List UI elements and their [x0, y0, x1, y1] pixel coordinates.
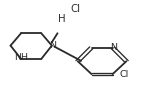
Text: Cl: Cl: [70, 4, 81, 15]
Text: H: H: [58, 14, 65, 24]
Text: N: N: [110, 43, 117, 51]
Text: NH: NH: [14, 53, 28, 62]
Text: Cl: Cl: [120, 70, 129, 79]
Text: N: N: [49, 41, 56, 50]
